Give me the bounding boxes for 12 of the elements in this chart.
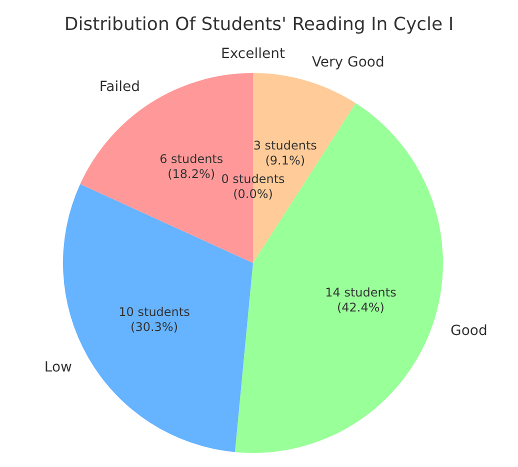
data-label: 14 students (42.4%) <box>325 286 396 315</box>
category-label: Excellent <box>221 46 285 62</box>
slice-label: Failed <box>99 79 140 96</box>
slice-label: Low <box>44 359 72 376</box>
chart-title: Distribution Of Students' Reading In Cycle I <box>64 14 454 35</box>
data-label: 10 students (30.3%) <box>118 305 190 334</box>
data-label: 3 students (9.1%) <box>253 138 317 168</box>
slice-label: Very Good <box>312 54 384 70</box>
data-label: 6 students (18.2%) <box>160 152 224 182</box>
pie-slice <box>234 103 443 453</box>
text: 0 students (0.0%) <box>221 172 285 202</box>
slice-label: Good <box>450 323 488 340</box>
